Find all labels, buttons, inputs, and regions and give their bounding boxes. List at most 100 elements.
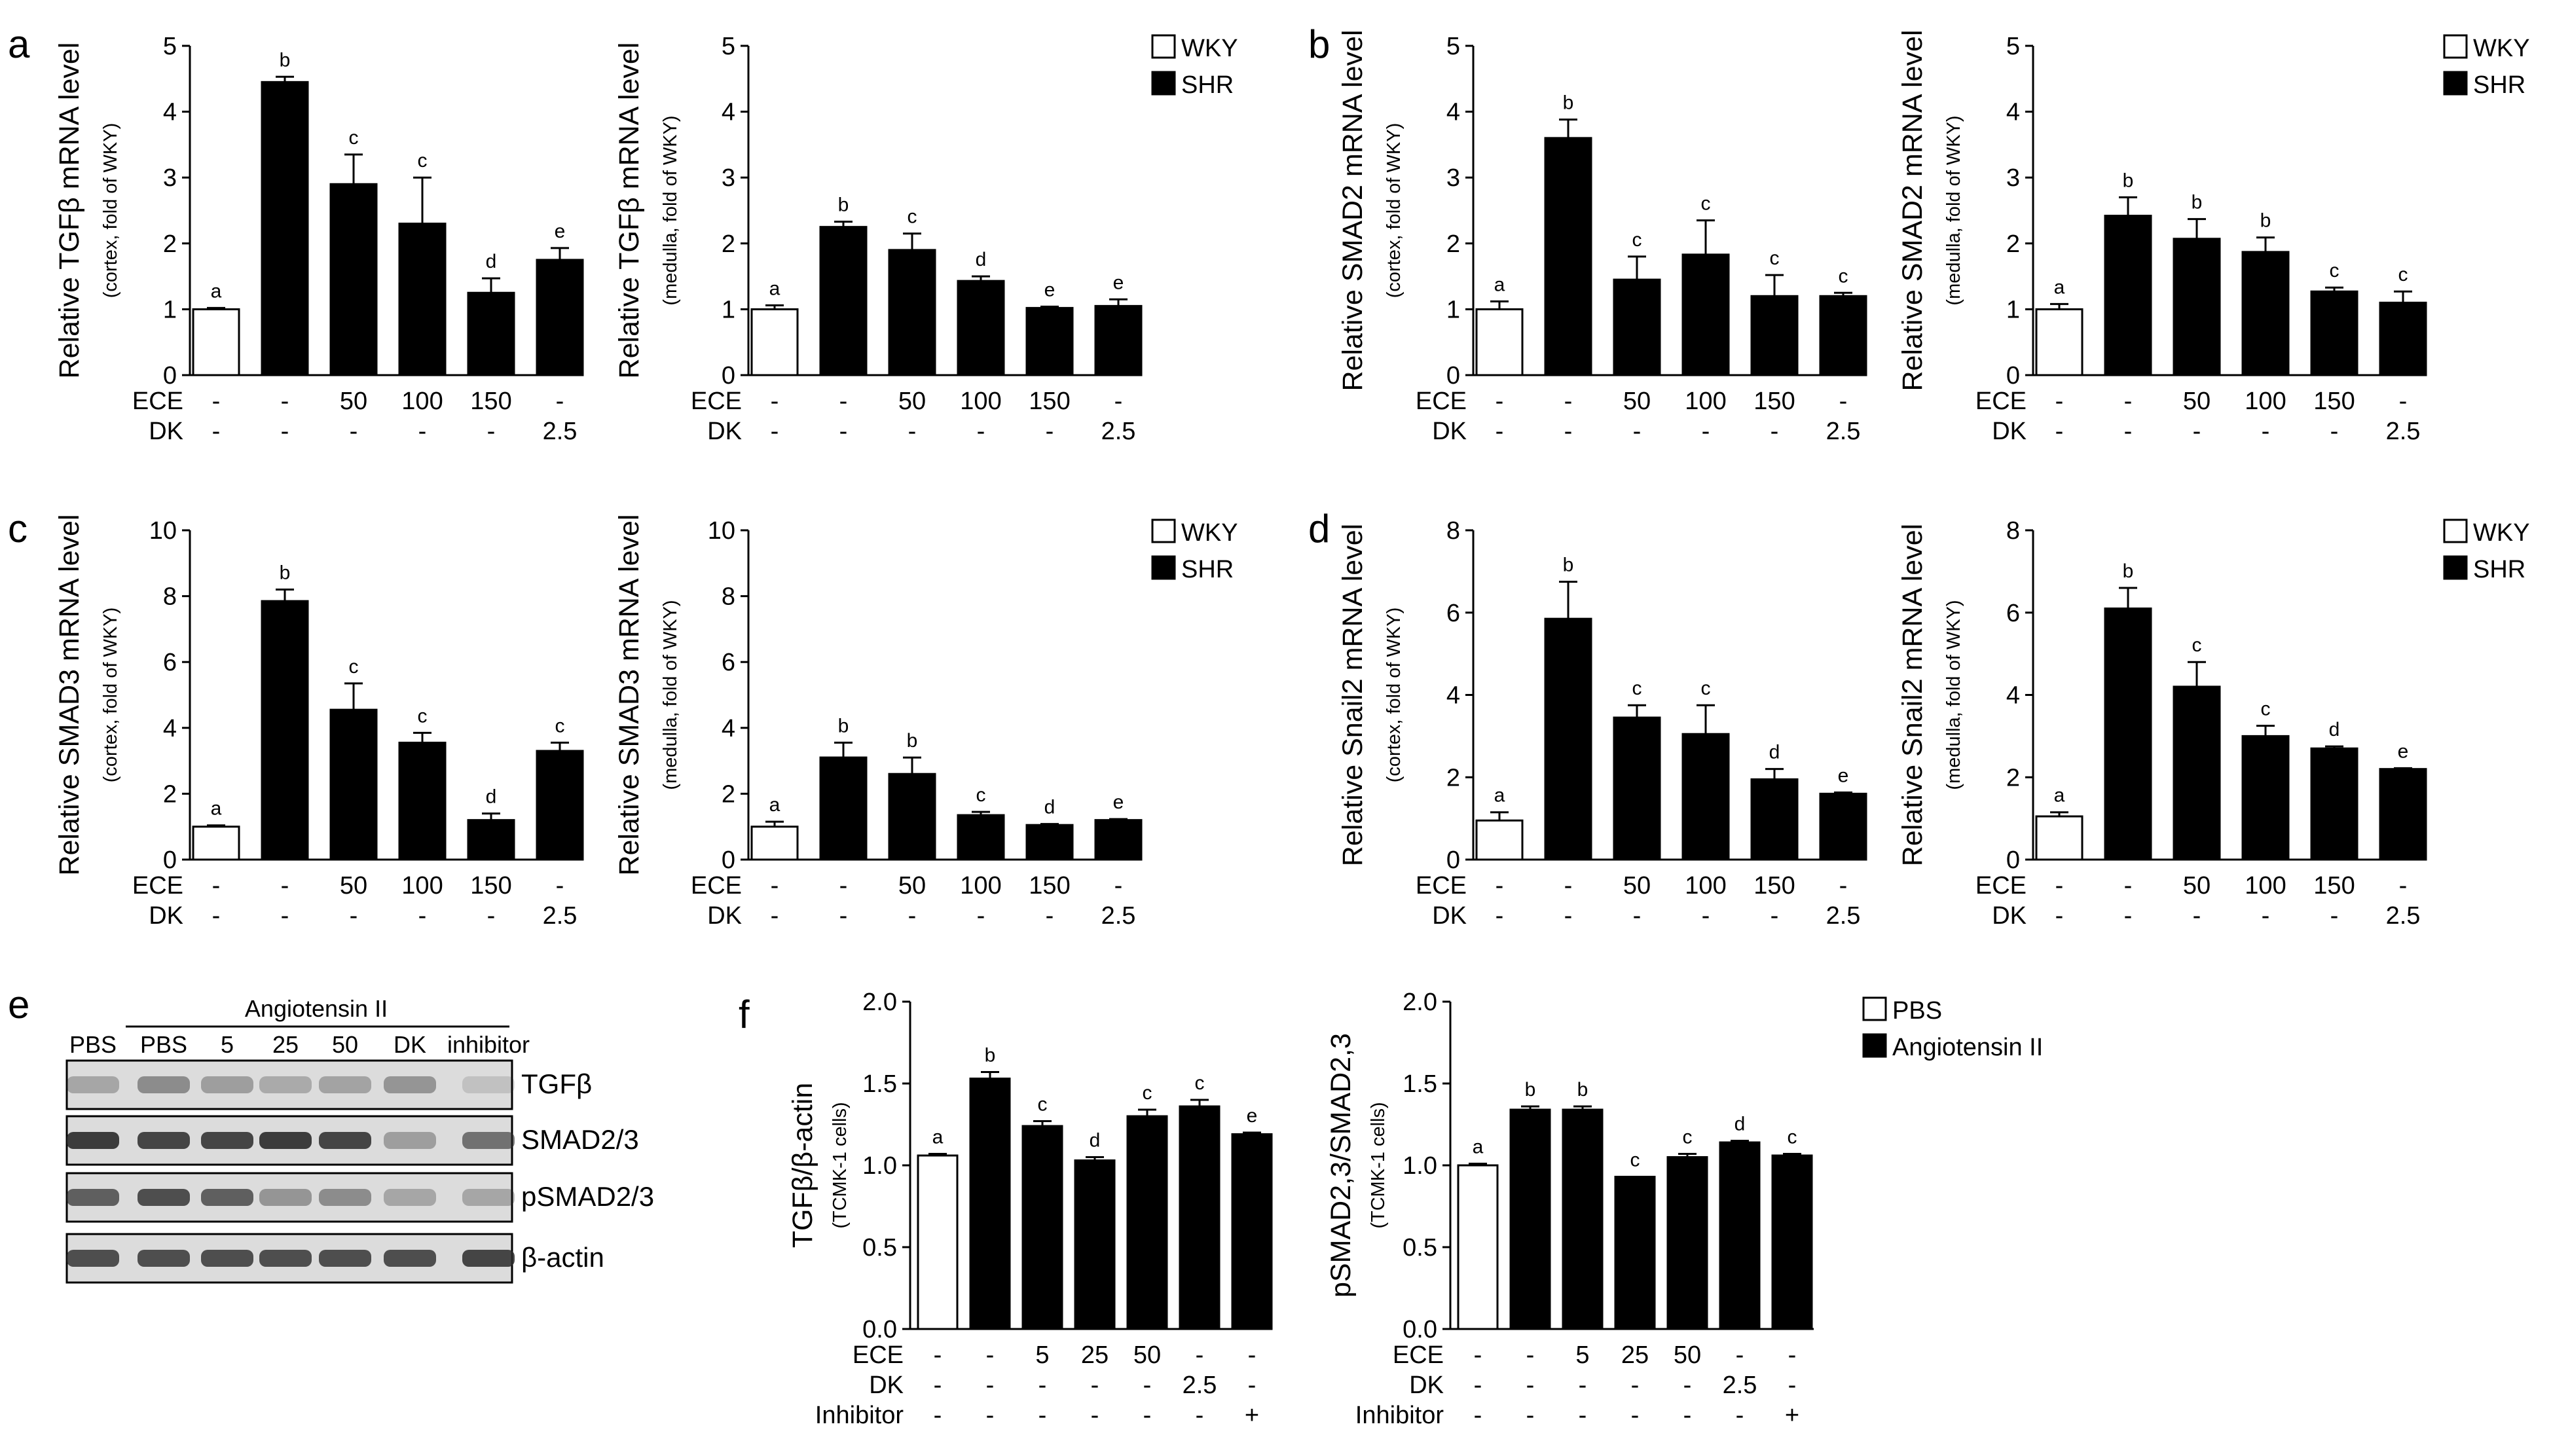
condition-value: - <box>771 902 779 930</box>
significance-letter: c <box>976 784 986 806</box>
condition-label: ECE <box>1975 388 2027 415</box>
bar <box>969 1078 1011 1330</box>
panel-label-f: f <box>739 992 750 1036</box>
significance-letter: e <box>1838 765 1849 787</box>
bar <box>1719 1141 1761 1330</box>
legend-a: WKY SHR <box>1151 34 1238 99</box>
legend-b: WKY SHR <box>2443 34 2530 99</box>
y-axis-sublabel: (medulla, fold of WKY) <box>660 115 681 305</box>
blot-band-label: β-actin <box>521 1242 604 1273</box>
western-blot: Angiotensin II PBS PBS 5 25 50 DK inhibitor TGFβ… <box>65 995 654 1284</box>
bar <box>2241 251 2290 376</box>
condition-label: DK <box>1992 418 2027 445</box>
significance-letter: c <box>1701 678 1711 699</box>
significance-letter: b <box>1563 92 1574 114</box>
bar <box>1021 1125 1063 1330</box>
y-tick-label: 4 <box>722 99 735 126</box>
y-axis-sublabel: (TCMK-1 cells) <box>1368 1102 1389 1228</box>
chart-d2: 0 2 4 6 8 Relative Snail2 mRNA level (medulla,… <box>1897 517 2427 930</box>
y-tick-label: 0 <box>1446 362 1460 390</box>
blot-band <box>462 1076 515 1093</box>
y-tick-label: 1 <box>2006 296 2020 323</box>
y-tick-label: 6 <box>1446 600 1460 627</box>
condition-value: - <box>986 1341 995 1369</box>
significance-letter: a <box>2054 276 2065 298</box>
y-tick-label: 3 <box>163 164 177 192</box>
y-tick-label: 0 <box>722 846 735 874</box>
significance-letter: c <box>2398 264 2408 285</box>
condition-value: - <box>2330 902 2339 930</box>
condition-value: - <box>2399 388 2408 415</box>
bar <box>2035 815 2083 861</box>
significance-letter: e <box>1247 1105 1258 1127</box>
condition-value: 2.5 <box>2386 418 2421 445</box>
condition-value: 50 <box>1674 1341 1701 1369</box>
condition-value: - <box>1683 1402 1692 1429</box>
y-tick-label: 1.5 <box>862 1070 897 1098</box>
condition-value: - <box>1114 872 1123 900</box>
y-tick-label: 4 <box>1446 99 1460 126</box>
bar <box>2035 308 2083 376</box>
y-tick-label: 8 <box>1446 517 1460 545</box>
condition-value: - <box>281 388 289 415</box>
legend-swatch-open <box>1151 34 1176 59</box>
condition-value: - <box>1702 902 1710 930</box>
significance-letter: b <box>2123 170 2134 191</box>
bar <box>467 291 515 376</box>
condition-value: - <box>1579 1372 1587 1399</box>
condition-value: - <box>1114 388 1123 415</box>
panel-label-c: c <box>8 507 28 551</box>
legend-swatch-open <box>1862 996 1887 1021</box>
legend-swatch-open <box>2443 34 2468 59</box>
condition-value: - <box>2055 902 2064 930</box>
condition-label: DK <box>1432 418 1467 445</box>
y-tick-label: 8 <box>2006 517 2020 545</box>
bar <box>2310 747 2358 861</box>
significance-letter: d <box>486 786 497 808</box>
condition-label: ECE <box>853 1341 904 1369</box>
significance-letter: c <box>349 127 359 149</box>
y-tick-label: 1 <box>163 296 177 323</box>
bar <box>192 308 240 376</box>
condition-value: - <box>2262 418 2270 445</box>
y-tick-label: 2 <box>2006 764 2020 792</box>
condition-value: - <box>1091 1372 1099 1399</box>
significance-letter: c <box>1630 1150 1640 1171</box>
blot-band <box>259 1250 312 1267</box>
y-tick-label: 3 <box>2006 164 2020 192</box>
condition-value: - <box>212 388 221 415</box>
condition-label: Inhibitor <box>1355 1402 1444 1429</box>
y-axis-label: TGFβ/β-actin <box>787 1083 818 1248</box>
condition-value: 100 <box>1685 388 1726 415</box>
y-axis-sublabel: (cortex, fold of WKY) <box>1384 123 1404 299</box>
bar <box>1025 824 1074 861</box>
bar <box>1094 304 1143 376</box>
condition-value: 50 <box>340 872 367 900</box>
condition-value: - <box>1143 1372 1152 1399</box>
condition-value: 150 <box>470 872 511 900</box>
significance-letter: d <box>1734 1114 1746 1135</box>
panel-label-b: b <box>1308 22 1330 66</box>
significance-letter: b <box>838 715 849 737</box>
lane-label: inhibitor <box>447 1031 530 1058</box>
condition-value: - <box>1564 872 1573 900</box>
bar <box>1681 253 1730 376</box>
condition-value: - <box>1771 418 1779 445</box>
condition-value: - <box>1496 418 1504 445</box>
blot-band <box>201 1189 253 1206</box>
y-tick-label: 2 <box>163 230 177 258</box>
significance-letter: c <box>1683 1127 1693 1148</box>
significance-letter: c <box>1632 678 1642 699</box>
significance-letter: c <box>555 715 565 737</box>
condition-label: ECE <box>1393 1341 1444 1369</box>
legend-f: PBS Angiotensin II <box>1862 996 2043 1061</box>
condition-value: - <box>1564 418 1573 445</box>
condition-value: 25 <box>1081 1341 1109 1369</box>
y-tick-label: 5 <box>2006 33 2020 60</box>
y-axis-label: Relative SMAD2 mRNA level <box>1897 29 1928 391</box>
condition-value: - <box>1633 418 1642 445</box>
bar <box>957 814 1005 861</box>
blot-band <box>259 1076 312 1093</box>
condition-value: - <box>1683 1372 1692 1399</box>
significance-letter: b <box>2192 192 2203 213</box>
